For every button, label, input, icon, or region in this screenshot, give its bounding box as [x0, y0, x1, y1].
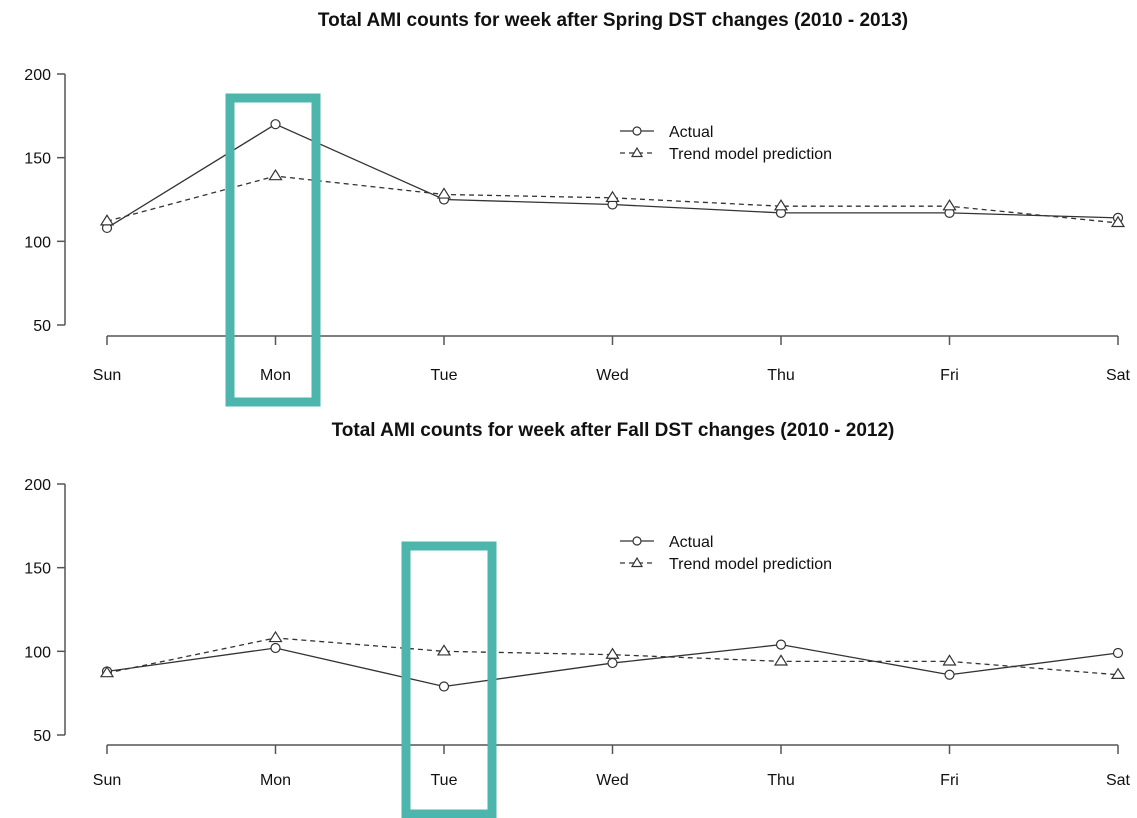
data-point-trend [773, 199, 789, 211]
data-point-trend [268, 168, 283, 181]
legend-circle-icon [632, 536, 642, 546]
data-point-actual [944, 669, 955, 680]
x-tick-label: Sat [1106, 367, 1131, 384]
x-tick-label: Sat [1106, 772, 1131, 789]
x-tick-label: Sun [93, 367, 121, 384]
data-point-actual [270, 119, 281, 130]
data-point-trend [605, 190, 620, 203]
y-tick-label: 100 [24, 644, 51, 661]
highlight-box-tue [401, 541, 497, 818]
legend-circle-icon [632, 126, 642, 136]
data-point-trend [1110, 215, 1126, 228]
x-tick-label: Thu [767, 772, 795, 789]
data-point-actual [607, 657, 618, 669]
legend-triangle-icon [630, 556, 644, 568]
x-tick-label: Thu [767, 367, 795, 384]
x-tick-label: Wed [596, 367, 629, 384]
x-tick-label: Wed [596, 772, 629, 789]
y-tick-label: 200 [24, 67, 51, 84]
data-point-trend [268, 630, 283, 643]
data-point-trend [99, 214, 115, 226]
x-tick-label: Tue [431, 367, 458, 384]
data-point-trend [1110, 667, 1126, 679]
series-line-actual [106, 123, 1119, 229]
data-point-trend [605, 647, 620, 659]
y-tick-label: 50 [33, 318, 51, 335]
chart-panel-1: Total AMI counts for week after Spring D… [24, 10, 1131, 407]
chart-title: Total AMI counts for week after Fall DST… [332, 420, 895, 441]
data-point-actual [1112, 647, 1124, 659]
data-point-trend [942, 199, 957, 211]
y-tick-label: 150 [24, 151, 51, 168]
data-point-trend [99, 665, 115, 678]
legend-label: Actual [669, 124, 713, 141]
legend-label: Trend model prediction [669, 556, 832, 573]
y-tick-label: 50 [33, 728, 51, 745]
data-point-trend [436, 187, 452, 199]
x-tick-label: Fri [940, 772, 959, 789]
x-tick-label: Tue [431, 772, 458, 789]
legend-label: Actual [669, 534, 713, 551]
x-tick-label: Mon [260, 772, 291, 789]
data-point-trend [942, 654, 957, 666]
legend: Actual Trend model prediction [620, 124, 832, 163]
highlight-box-mon [225, 93, 321, 407]
data-point-actual [270, 642, 281, 654]
y-tick-label: 100 [24, 234, 51, 251]
data-point-actual [438, 681, 450, 692]
legend-label: Trend model prediction [669, 146, 832, 163]
x-tick-label: Mon [260, 367, 291, 384]
x-tick-label: Sun [93, 772, 121, 789]
data-point-actual [775, 639, 787, 650]
legend: Actual Trend model prediction [620, 534, 832, 573]
chart-title: Total AMI counts for week after Spring D… [318, 10, 908, 31]
data-point-trend [436, 644, 452, 656]
chart-panel-2: Total AMI counts for week after Fall DST… [24, 420, 1131, 818]
data-point-trend [773, 654, 789, 666]
legend-triangle-icon [630, 146, 644, 158]
x-tick-label: Fri [940, 367, 959, 384]
y-tick-label: 200 [24, 477, 51, 494]
y-tick-label: 150 [24, 561, 51, 578]
